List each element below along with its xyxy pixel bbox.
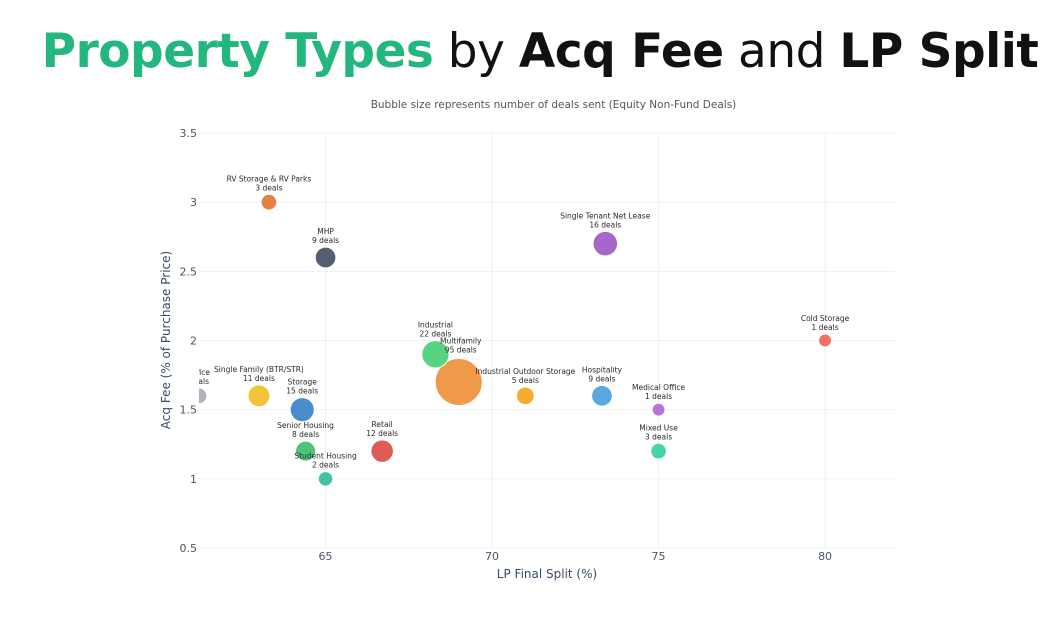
bubble-deals-label: 3 deals bbox=[255, 183, 282, 192]
bubble-name-label: Single Tenant Net Lease bbox=[560, 211, 651, 220]
x-tick-label: 65 bbox=[319, 550, 333, 563]
bubble-rv-storage-rv-parks[interactable] bbox=[260, 193, 278, 211]
bubble-name-label: Multifamily bbox=[440, 336, 482, 345]
y-tick-label: 1.5 bbox=[180, 404, 198, 417]
bubble-single-tenant-net-lease[interactable] bbox=[592, 230, 619, 257]
bubble-deals-label: 8 deals bbox=[292, 430, 319, 439]
bubble-name-label: Hospitality bbox=[582, 365, 623, 374]
bubble-name-label: Medical Office bbox=[632, 383, 685, 392]
bubble-name-label: Industrial bbox=[418, 321, 453, 330]
y-tick-label: 2 bbox=[190, 335, 197, 348]
bubble-office[interactable] bbox=[191, 387, 208, 405]
bubble-mhp[interactable] bbox=[314, 246, 337, 269]
headline-by: by bbox=[433, 24, 519, 79]
bubble-name-label: RV Storage & RV Parks bbox=[227, 174, 312, 183]
headline-and: and bbox=[723, 24, 840, 79]
headline-acq-fee: Acq Fee bbox=[518, 24, 724, 79]
bubble-multifamily[interactable] bbox=[434, 357, 483, 407]
bubble-name-label: Cold Storage bbox=[801, 314, 850, 323]
bubble-name-label: Senior Housing bbox=[277, 421, 334, 430]
x-axis-title: LP Final Split (%) bbox=[497, 567, 597, 581]
bubble-senior-housing[interactable] bbox=[295, 440, 317, 462]
bubble-deals-label: 1 deals bbox=[645, 392, 672, 401]
bubble-storage[interactable] bbox=[289, 397, 315, 423]
bubble-deals-label: 9 deals bbox=[312, 236, 339, 245]
y-tick-label: 3.5 bbox=[180, 127, 198, 140]
bubble-name-label: MHP bbox=[317, 227, 334, 236]
bubble-industrial-outdoor-storage[interactable] bbox=[515, 386, 535, 406]
chart-grid bbox=[199, 132, 895, 549]
bubble-retail[interactable] bbox=[370, 439, 394, 463]
headline-property-types: Property Types bbox=[41, 24, 434, 79]
bubble-student-housing[interactable] bbox=[317, 471, 334, 487]
chart-subtitle: Bubble size represents number of deals s… bbox=[370, 99, 737, 111]
bubble-deals-label: 22 deals bbox=[419, 330, 451, 339]
y-tick-label: 3 bbox=[190, 196, 197, 209]
x-tick-label: 70 bbox=[485, 550, 499, 563]
bubble-mixed-use[interactable] bbox=[650, 442, 667, 460]
bubble-name-label: Single Family (BTR/STR) bbox=[214, 365, 304, 374]
bubble-name-label: Retail bbox=[372, 420, 393, 429]
x-axis-ticks: 65 70 75 80 bbox=[319, 550, 833, 563]
bubble-deals-label: 11 deals bbox=[243, 374, 275, 383]
bubble-deals-label: deals bbox=[189, 377, 209, 386]
bubble-deals-label: 16 deals bbox=[589, 220, 621, 229]
bubble-layer bbox=[191, 193, 833, 487]
bubble-single-family-btr-str[interactable] bbox=[247, 384, 271, 408]
bubble-hospitality[interactable] bbox=[591, 384, 613, 407]
bubble-name-label: Student Housing bbox=[294, 452, 357, 461]
page-headline: Property Types by Acq Fee and LP Split bbox=[0, 22, 1055, 82]
y-axis-ticks: 0.5 1 1.5 2 2.5 3 3.5 bbox=[180, 127, 198, 555]
bubble-name-label: Storage bbox=[288, 378, 318, 387]
bubble-industrial[interactable] bbox=[421, 340, 450, 369]
bubble-deals-label: 3 deals bbox=[645, 432, 672, 441]
y-tick-label: 2.5 bbox=[180, 265, 198, 278]
y-tick-label: 0.5 bbox=[180, 542, 198, 555]
bubble-deals-label: 95 deals bbox=[445, 345, 477, 354]
bubble-medical-office[interactable] bbox=[651, 402, 666, 417]
bubble-name-label: Industrial Outdoor Storage bbox=[475, 367, 575, 376]
bubble-deals-label: 15 deals bbox=[286, 387, 318, 396]
bubble-deals-label: 9 deals bbox=[588, 374, 615, 383]
bubble-deals-label: 2 deals bbox=[312, 461, 339, 470]
bubble-deals-label: 12 deals bbox=[366, 429, 398, 438]
bubble-cold-storage[interactable] bbox=[818, 333, 833, 348]
bubble-deals-label: 5 deals bbox=[512, 376, 539, 385]
y-tick-label: 1 bbox=[190, 473, 197, 486]
bubble-name-label: Office bbox=[188, 368, 210, 377]
x-tick-label: 80 bbox=[818, 550, 832, 563]
headline-lp-split: LP Split bbox=[839, 24, 1039, 79]
x-tick-label: 75 bbox=[652, 550, 666, 563]
bubble-name-label: Mixed Use bbox=[639, 423, 678, 432]
bubble-deals-label: 1 deals bbox=[812, 323, 839, 332]
y-axis-title: Acq Fee (% of Purchase Price) bbox=[159, 251, 173, 429]
